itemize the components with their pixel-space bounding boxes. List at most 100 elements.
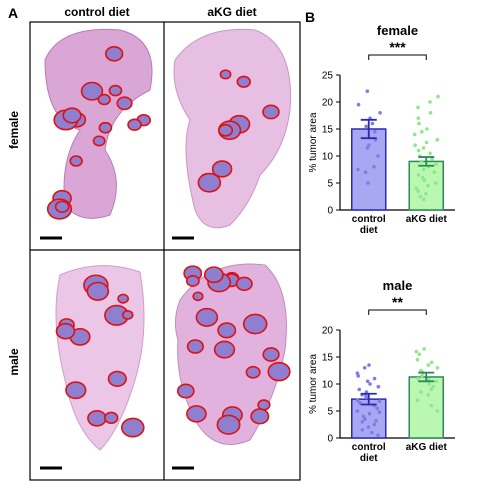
tumor-outline	[87, 409, 107, 427]
column-label: control diet	[64, 5, 129, 19]
data-point	[428, 100, 432, 104]
data-point	[420, 129, 424, 134]
data-point	[416, 376, 420, 381]
panel-label: A	[8, 5, 18, 21]
data-point	[434, 162, 438, 166]
y-tick-label: 5	[327, 407, 333, 418]
row-label: male	[7, 348, 21, 376]
y-tick-label: 25	[322, 71, 334, 82]
data-point	[420, 175, 425, 180]
data-point	[374, 418, 378, 423]
tumor-outline	[116, 96, 133, 111]
y-axis-label: % tumor area	[308, 112, 319, 172]
tumor-outline	[236, 75, 251, 88]
data-point	[365, 379, 370, 384]
data-point	[370, 121, 375, 126]
data-point	[435, 366, 440, 370]
data-point	[421, 167, 426, 172]
y-axis-label: % tumor area	[308, 354, 319, 414]
data-point	[419, 159, 424, 164]
column-label: aKG diet	[207, 5, 256, 19]
data-point	[427, 382, 431, 386]
data-point	[376, 384, 381, 389]
data-point	[362, 366, 367, 370]
data-point	[422, 178, 427, 183]
x-tick-label: control diet	[351, 214, 386, 236]
data-point	[364, 394, 368, 398]
tumor-outline	[267, 361, 291, 382]
x-tick-label: aKG diet	[405, 442, 447, 453]
data-point	[425, 127, 429, 131]
data-point	[363, 417, 367, 421]
data-point	[415, 398, 420, 403]
data-point	[416, 105, 420, 110]
bar	[408, 376, 444, 439]
data-point	[360, 428, 365, 432]
data-point	[428, 151, 432, 156]
data-point	[366, 425, 371, 430]
data-point	[358, 401, 362, 405]
tumor-outline	[203, 266, 224, 284]
data-point	[429, 387, 434, 392]
significance-bracket	[368, 54, 427, 60]
data-point	[356, 374, 361, 378]
tumor-outline	[195, 307, 219, 327]
data-point	[416, 116, 421, 120]
data-point	[372, 376, 377, 381]
tumor-outline	[211, 160, 233, 178]
error-bar	[418, 156, 435, 167]
tumor-outline	[103, 411, 119, 425]
tumor-outline	[213, 340, 236, 359]
y-tick-label: 15	[322, 353, 334, 364]
tumor-outline	[176, 383, 195, 399]
error-bar	[360, 118, 377, 140]
tumor-outline	[55, 322, 76, 340]
data-point	[365, 146, 370, 150]
tumor-outline	[197, 172, 222, 193]
error-bar	[418, 371, 435, 383]
data-point	[435, 409, 440, 413]
data-point	[355, 398, 360, 403]
data-point	[416, 148, 421, 153]
tumor-outline	[245, 365, 261, 379]
data-point	[377, 410, 382, 414]
error-bar	[360, 392, 377, 406]
data-point	[368, 382, 372, 386]
data-point	[367, 411, 372, 416]
data-point	[426, 183, 430, 188]
tumor-outline	[92, 135, 106, 147]
data-point	[355, 371, 360, 376]
tumor-outline	[250, 408, 270, 425]
data-point	[367, 363, 371, 367]
data-point	[419, 390, 423, 394]
data-point	[429, 403, 434, 408]
data-point	[372, 129, 377, 134]
tumor-outline	[54, 200, 70, 213]
tumor-outline	[65, 381, 87, 400]
data-point	[360, 420, 365, 424]
data-point	[365, 89, 370, 93]
data-point	[434, 379, 439, 384]
data-point	[416, 189, 420, 193]
tumor-outline	[262, 104, 280, 120]
chart-title: female	[377, 23, 418, 38]
data-point	[364, 124, 368, 129]
data-point	[356, 102, 361, 107]
data-point	[432, 170, 436, 174]
x-tick-label: aKG diet	[405, 214, 447, 225]
data-point	[421, 146, 426, 150]
data-point	[357, 387, 362, 392]
y-tick-label: 0	[327, 206, 333, 217]
data-point	[367, 143, 371, 147]
y-tick-label: 20	[322, 98, 334, 109]
tumor-outline	[192, 291, 204, 302]
tumor-outline	[186, 405, 207, 423]
tumor-outline	[80, 81, 104, 101]
y-tick-label: 5	[327, 179, 333, 190]
data-point	[414, 186, 419, 191]
significance-label: ***	[389, 39, 406, 55]
data-point	[370, 430, 374, 435]
data-point	[426, 363, 431, 367]
y-tick-label: 20	[322, 326, 334, 337]
tumor-outline	[242, 313, 268, 335]
